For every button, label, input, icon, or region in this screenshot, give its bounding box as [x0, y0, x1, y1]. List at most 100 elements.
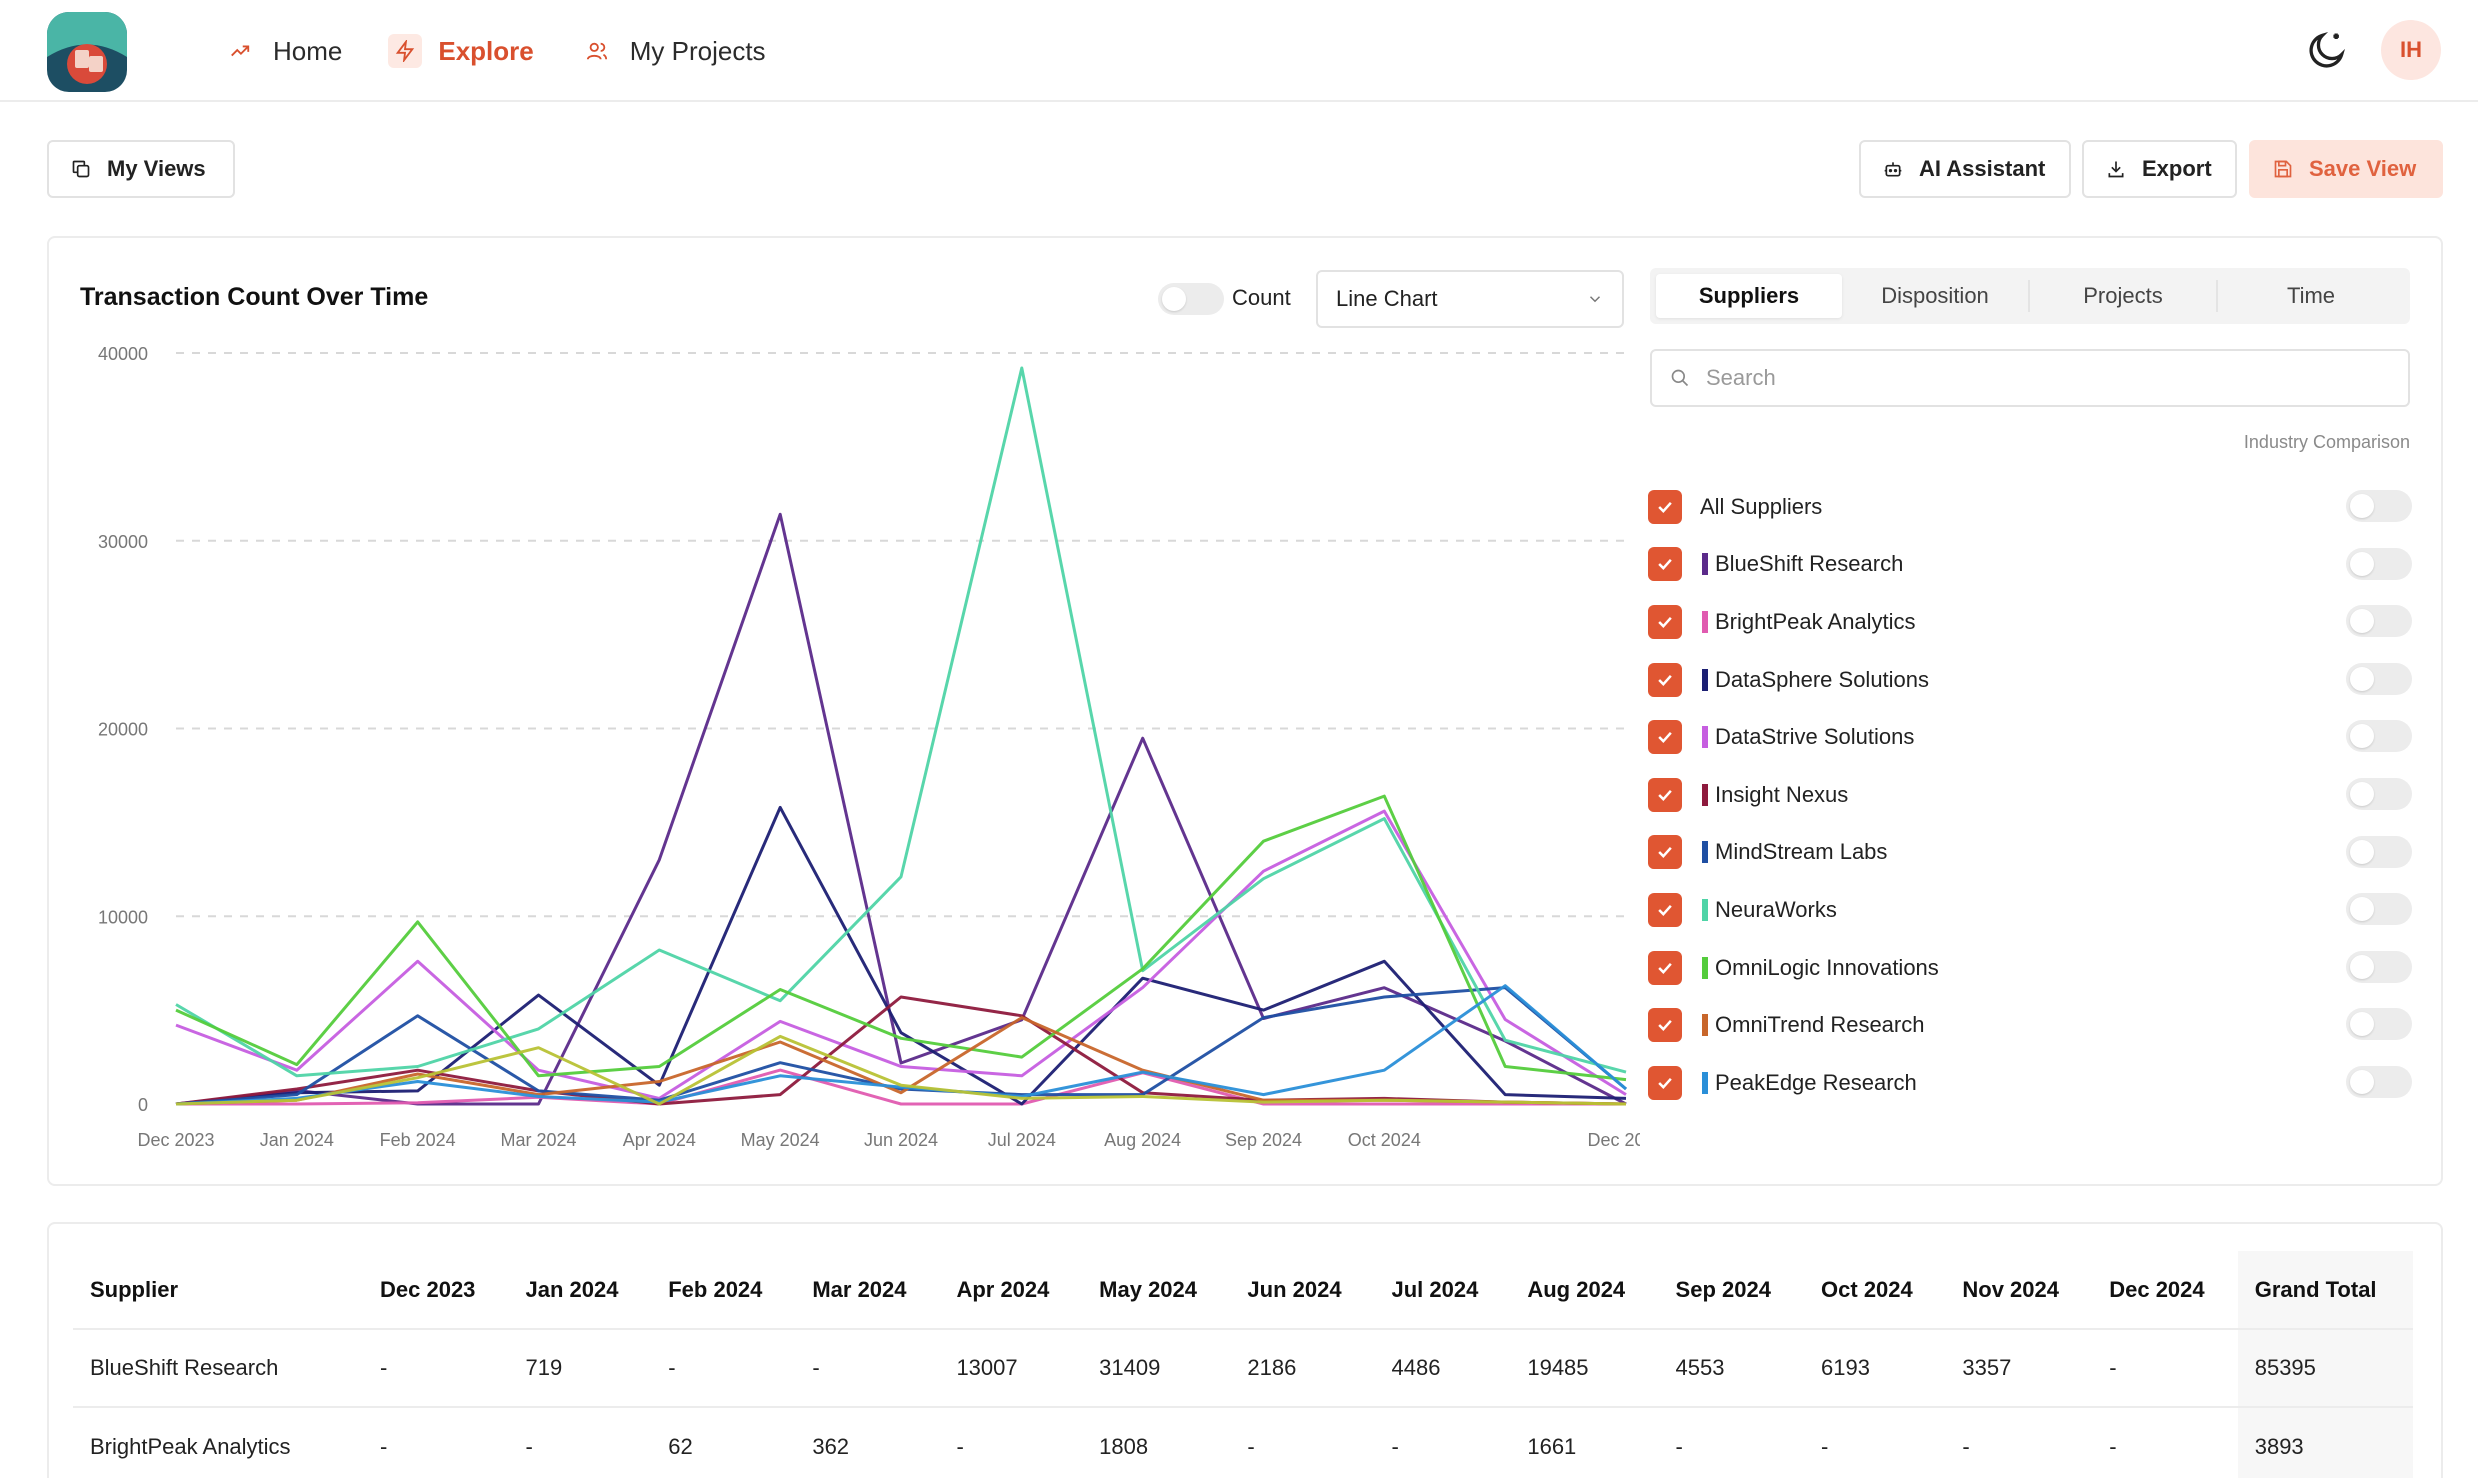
checkbox-checked-icon[interactable] — [1648, 835, 1682, 870]
ai-assistant-button[interactable]: AI Assistant — [1859, 140, 2071, 198]
supplier-color-swatch — [1702, 610, 1708, 633]
industry-comparison-toggle[interactable] — [2346, 662, 2412, 695]
checkbox-checked-icon[interactable] — [1648, 662, 1682, 697]
column-header[interactable]: Feb 2024 — [668, 1276, 763, 1302]
value-cell: - — [363, 1328, 509, 1407]
users-icon — [580, 34, 614, 68]
supplier-name: BlueShift Research — [1715, 551, 1904, 577]
industry-comparison-toggle[interactable] — [2346, 720, 2412, 753]
checkbox-checked-icon[interactable] — [1648, 604, 1682, 639]
filter-tabs: Suppliers Disposition Projects Time — [1650, 268, 2410, 324]
column-header[interactable]: Sep 2024 — [1675, 1276, 1771, 1302]
checkbox-checked-icon[interactable] — [1648, 777, 1682, 812]
chart-type-value: Line Chart — [1336, 286, 1438, 311]
line-chart: 0 10000 20000 30000 40000 Dec 2023 Jan 2024 Feb… — [98, 344, 1640, 1150]
supplier-search[interactable]: Search — [1650, 349, 2410, 407]
industry-comparison-toggle[interactable] — [2346, 950, 2412, 983]
count-toggle[interactable] — [1158, 283, 1224, 315]
supplier-row[interactable]: DataStrive Solutions — [1648, 708, 2412, 766]
x-tick-label: Mar 2024 — [500, 1130, 576, 1150]
supplier-row[interactable]: Insight Nexus — [1648, 766, 2412, 824]
search-icon — [1671, 369, 1689, 387]
series-line — [175, 986, 1627, 1106]
supplier-color-swatch — [1702, 553, 1708, 576]
series-line — [176, 1068, 1626, 1106]
industry-comparison-toggle[interactable] — [2346, 1008, 2412, 1041]
supplier-row[interactable]: BrightPeak Analytics — [1648, 593, 2412, 651]
tab-suppliers[interactable]: Suppliers — [1656, 274, 1842, 318]
supplier-row[interactable]: OmniTrend Research — [1648, 996, 2412, 1054]
supplier-row[interactable]: NeuraWorks — [1648, 881, 2412, 939]
nav-explore-label: Explore — [438, 35, 534, 66]
nav-explore[interactable]: Explore — [380, 26, 541, 76]
checkbox-checked-icon[interactable] — [1648, 1008, 1682, 1043]
column-header[interactable]: Grand Total — [2237, 1251, 2413, 1329]
x-tick-label: Jul 2024 — [988, 1130, 1056, 1150]
supplier-row[interactable]: DataSphere Solutions — [1648, 651, 2412, 709]
tab-time[interactable]: Time — [2286, 283, 2336, 308]
industry-comparison-toggle[interactable] — [2346, 835, 2412, 868]
supplier-color-swatch — [1702, 956, 1708, 979]
checkbox-checked-icon[interactable] — [1648, 950, 1682, 985]
column-header[interactable]: Oct 2024 — [1821, 1276, 1913, 1302]
column-header[interactable]: Apr 2024 — [956, 1276, 1050, 1302]
bot-icon — [1884, 162, 1902, 177]
industry-comparison-toggle[interactable] — [2346, 1065, 2412, 1098]
column-header[interactable]: Mar 2024 — [812, 1276, 907, 1302]
tab-projects[interactable]: Projects — [2083, 283, 2163, 308]
series-line — [175, 366, 1627, 1078]
checkbox-checked-icon[interactable] — [1648, 489, 1682, 524]
app-logo[interactable] — [47, 12, 127, 92]
column-header[interactable]: Aug 2024 — [1527, 1276, 1626, 1302]
checkbox-checked-icon[interactable] — [1648, 720, 1682, 755]
column-header[interactable]: Supplier — [90, 1276, 179, 1302]
value-cell: 31409 — [1082, 1328, 1231, 1407]
value-cell: 85395 — [2237, 1328, 2413, 1407]
column-header[interactable]: Jun 2024 — [1247, 1276, 1342, 1302]
nav-home[interactable]: Home — [215, 26, 350, 76]
column-header[interactable]: Dec 2024 — [2109, 1276, 2205, 1302]
column-header[interactable]: Jan 2024 — [525, 1276, 619, 1302]
my-views-button[interactable]: My Views — [47, 140, 235, 198]
supplier-row[interactable]: MindStream Labs — [1648, 824, 2412, 882]
supplier-row[interactable]: BlueShift Research — [1648, 536, 2412, 594]
industry-comparison-toggle[interactable] — [2346, 490, 2412, 522]
series-line — [175, 805, 1627, 1106]
column-header[interactable]: Jul 2024 — [1391, 1276, 1479, 1302]
industry-comparison-toggle[interactable] — [2346, 893, 2412, 926]
supplier-color-swatch — [1702, 898, 1708, 921]
chart-type-select[interactable]: Line Chart — [1316, 270, 1624, 328]
theme-toggle-moon-icon[interactable] — [2305, 28, 2349, 72]
supplier-row[interactable]: OmniLogic Innovations — [1648, 939, 2412, 997]
top-navigation-bar: Home Explore My Projects IH — [0, 0, 2478, 102]
checkbox-checked-icon[interactable] — [1648, 1065, 1682, 1100]
value-cell: - — [508, 1406, 652, 1478]
supplier-color-swatch — [1702, 668, 1708, 691]
industry-comparison-toggle[interactable] — [2346, 777, 2412, 810]
tab-disposition[interactable]: Disposition — [1881, 283, 1989, 308]
value-cell: 2186 — [1230, 1328, 1375, 1407]
checkbox-checked-icon[interactable] — [1648, 892, 1682, 927]
main-nav: Home Explore My Projects — [215, 26, 774, 76]
y-tick-label: 40000 — [98, 344, 148, 364]
column-header[interactable]: Dec 2023 — [380, 1276, 476, 1302]
value-cell: - — [1804, 1406, 1946, 1478]
column-header[interactable]: May 2024 — [1099, 1276, 1198, 1302]
table-row[interactable]: BlueShift Research -719- -13007 31409 2186 44… — [73, 1328, 2413, 1407]
column-header[interactable]: Nov 2024 — [1962, 1276, 2059, 1302]
supplier-row[interactable]: PeakEdge Research — [1648, 1054, 2412, 1112]
nav-my-projects[interactable]: My Projects — [572, 26, 774, 76]
table-row[interactable]: BrightPeak Analytics - -62 362-1808- -1661- -… — [73, 1406, 2413, 1478]
save-view-button[interactable]: Save View — [2249, 140, 2443, 198]
user-avatar[interactable]: IH — [2381, 20, 2441, 80]
supplier-row-all[interactable]: All Suppliers — [1648, 478, 2412, 536]
checkbox-checked-icon[interactable] — [1648, 547, 1682, 582]
value-cell: - — [939, 1406, 1083, 1478]
export-button[interactable]: Export — [2082, 140, 2237, 198]
supplier-cell: BrightPeak Analytics — [73, 1406, 363, 1478]
industry-comparison-toggle[interactable] — [2346, 547, 2412, 580]
industry-comparison-toggle[interactable] — [2346, 605, 2412, 638]
value-cell: - — [651, 1328, 796, 1407]
value-cell: - — [1658, 1406, 1805, 1478]
value-cell: 362 — [795, 1406, 940, 1478]
